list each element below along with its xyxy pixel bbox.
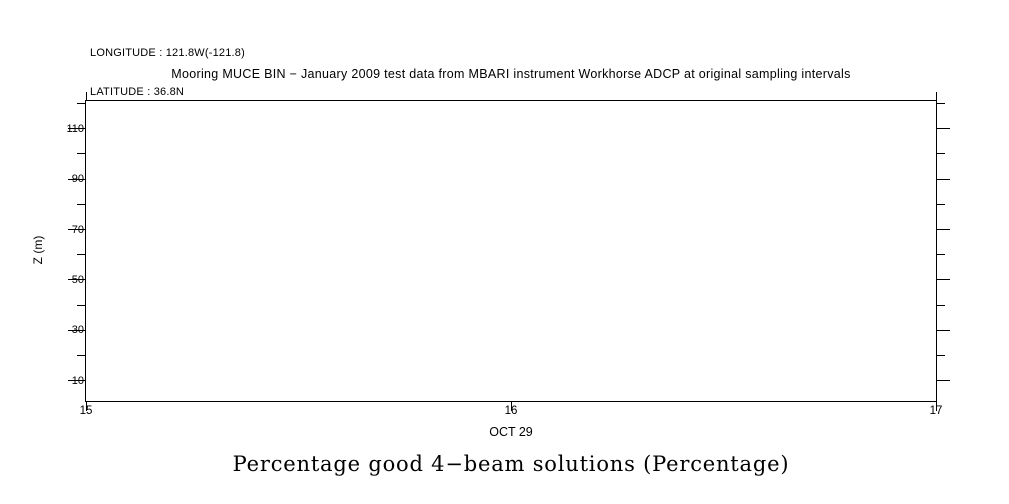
x-axis-label: OCT 29 (489, 425, 533, 439)
y-minor-tick-left (77, 254, 86, 256)
y-major-tick-left (68, 329, 86, 331)
y-minor-tick-left (77, 355, 86, 357)
y-major-tick-right (936, 229, 950, 231)
x-tick-label: 17 (929, 405, 943, 417)
caption: Percentage good 4−beam solutions (Percen… (232, 452, 790, 476)
y-major-tick-left (68, 128, 86, 130)
y-axis-label: Z (m) (31, 235, 45, 265)
x-axis-end-tick-top (935, 92, 937, 101)
x-tick-label: 15 (79, 405, 93, 417)
y-minor-tick-right (936, 355, 945, 357)
chart-title: Mooring MUCE BIN − January 2009 test dat… (171, 67, 851, 81)
y-major-tick-right (936, 279, 950, 281)
y-major-tick-left (68, 279, 86, 281)
y-major-tick-right (936, 380, 950, 382)
y-minor-tick-right (936, 304, 945, 306)
y-minor-tick-left (77, 203, 86, 205)
y-major-tick-left (68, 229, 86, 231)
y-major-tick-right (936, 178, 950, 180)
latitude-text: LATITUDE : 36.8N (90, 86, 185, 98)
x-major-tick-bottom (510, 401, 512, 411)
y-minor-tick-right (936, 254, 945, 256)
y-major-tick-left (68, 380, 86, 382)
x-major-tick-bottom (85, 401, 87, 411)
y-minor-tick-left (77, 153, 86, 155)
x-tick-label: 16 (504, 405, 518, 417)
y-minor-tick-right (936, 203, 945, 205)
plot-area: OCT 29 110 90 70 50 30 10 15 16 17 (66, 92, 950, 439)
y-minor-tick-left (77, 304, 86, 306)
x-axis-end-tick-top (85, 92, 87, 101)
y-major-tick-left (68, 178, 86, 180)
x-major-tick-bottom (935, 401, 937, 411)
y-major-tick-right (936, 128, 950, 130)
y-minor-tick-right (936, 153, 945, 155)
y-minor-tick-left (77, 103, 86, 105)
y-minor-tick-right (936, 103, 945, 105)
y-major-tick-right (936, 329, 950, 331)
longitude-text: LONGITUDE : 121.8W(-121.8) (90, 47, 245, 59)
